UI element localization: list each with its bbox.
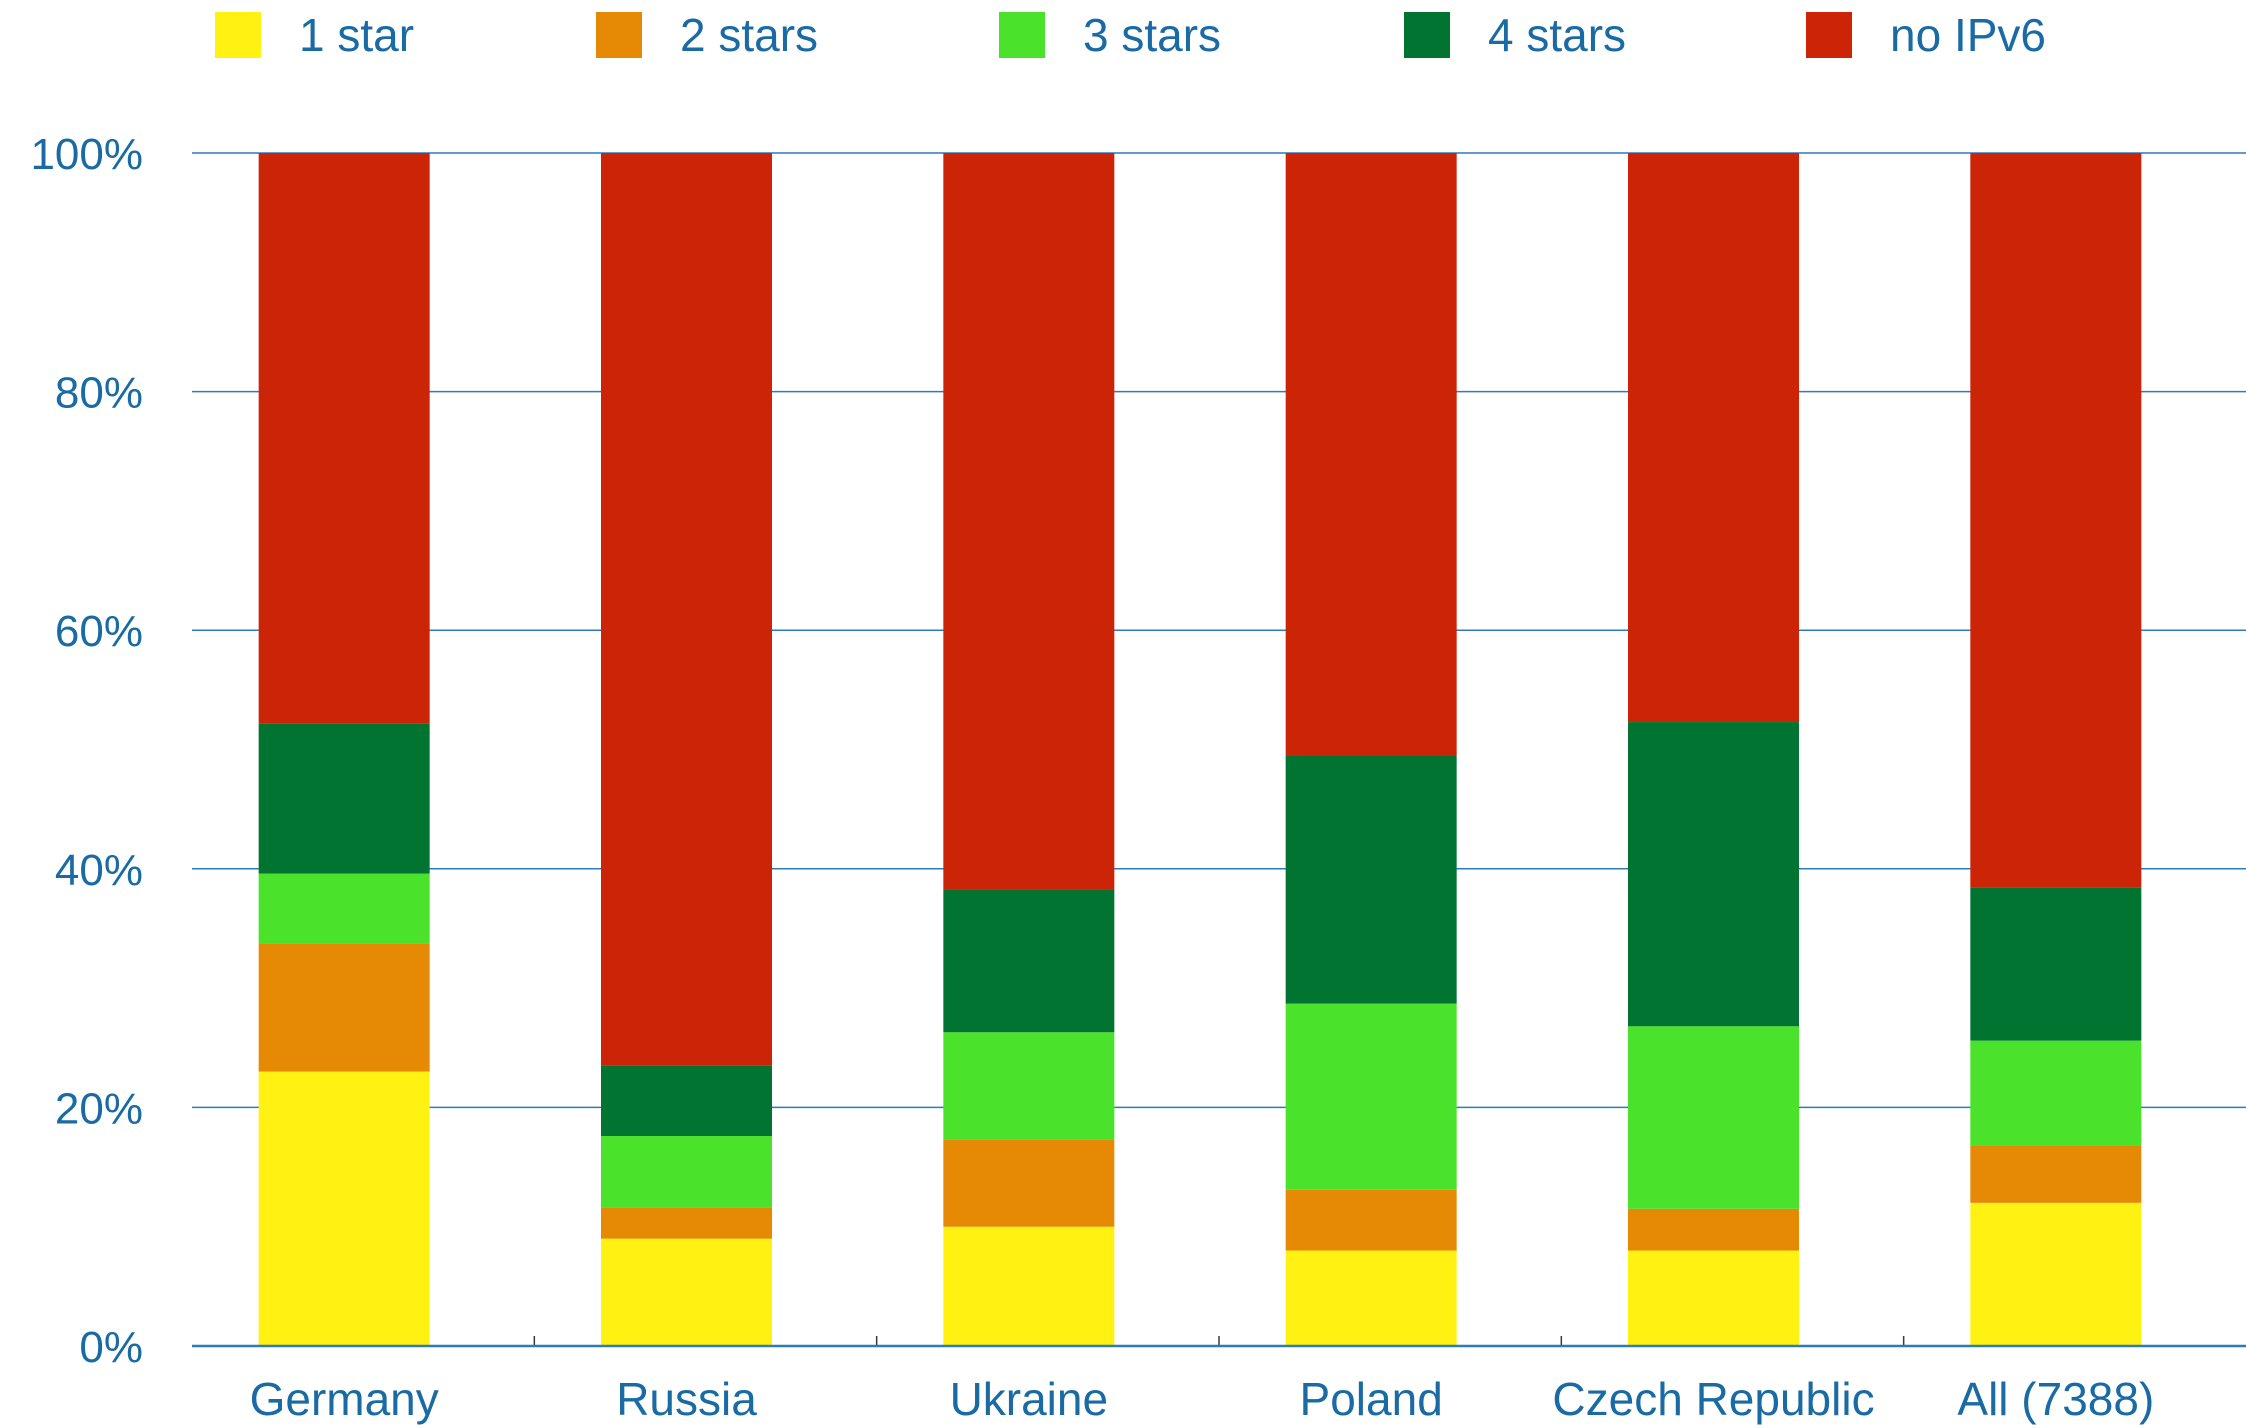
legend-label-1-star: 1 star — [299, 9, 415, 61]
legend-label-no-ipv6: no IPv6 — [1890, 9, 2046, 61]
x-tick-label: Ukraine — [950, 1373, 1109, 1425]
bar-segment — [1285, 755, 1457, 1004]
bar-segment — [1285, 1250, 1457, 1346]
legend-label-4-stars: 4 stars — [1488, 9, 1627, 61]
legend-swatch-3-stars — [999, 12, 1045, 58]
y-tick-label: 20% — [55, 1084, 143, 1133]
bar-segment — [601, 1238, 772, 1346]
bar-segment — [1285, 1189, 1457, 1251]
legend-swatch-1-star — [215, 12, 261, 58]
legend-swatch-2-stars — [596, 12, 642, 58]
y-tick-labels: 0% 20% 40% 60% 80% 100% — [30, 130, 143, 1372]
bar-segment — [1628, 153, 1799, 723]
bar-segment — [1628, 722, 1799, 1027]
bar-segment — [1970, 887, 2142, 1041]
axes — [192, 1336, 2246, 1348]
bar-segment — [1970, 153, 2142, 888]
bar-segment — [1970, 1145, 2142, 1203]
x-tick-label: Poland — [1300, 1373, 1443, 1425]
bar-segment — [1970, 1040, 2142, 1146]
bars — [258, 153, 2142, 1346]
legend-swatch-4-stars — [1404, 12, 1450, 58]
bar-segment — [1628, 1026, 1799, 1209]
y-tick-label: 60% — [55, 607, 143, 656]
x-tick-label: Russia — [616, 1373, 757, 1425]
legend-item-1-star: 1 star — [215, 9, 415, 61]
x-tick-label: All (7388) — [1957, 1373, 2154, 1425]
bar-segment — [258, 943, 430, 1072]
bar-segment — [258, 723, 430, 874]
y-tick-label: 100% — [30, 130, 143, 179]
bar-segment — [943, 1226, 1115, 1346]
y-tick-label: 0% — [79, 1323, 143, 1372]
legend-item-4-stars: 4 stars — [1404, 9, 1627, 61]
legend: 1 star 2 stars 3 stars 4 stars no IPv6 — [0, 0, 2246, 90]
y-tick-label: 40% — [55, 846, 143, 895]
gridlines — [192, 152, 2246, 1109]
bar-segment — [601, 1065, 772, 1137]
legend-item-3-stars: 3 stars — [999, 9, 1222, 61]
bar-segment — [1628, 1250, 1799, 1346]
bar-segment — [943, 1032, 1115, 1140]
legend-swatch-no-ipv6 — [1806, 12, 1852, 58]
bar-segment — [1628, 1208, 1799, 1251]
legend-item-no-ipv6: no IPv6 — [1806, 9, 2046, 61]
x-tick-label: Czech Republic — [1552, 1373, 1874, 1425]
legend-label-3-stars: 3 stars — [1083, 9, 1222, 61]
bar-segment — [258, 153, 430, 724]
bar-segment — [943, 153, 1115, 890]
bar-segment — [601, 1136, 772, 1208]
bar-segment — [943, 889, 1115, 1033]
legend-item-2-stars: 2 stars — [596, 9, 819, 61]
x-tick-label: Germany — [250, 1373, 439, 1425]
bar-segment — [1285, 1003, 1457, 1190]
bar-segment — [258, 1071, 430, 1346]
bar-segment — [258, 873, 430, 944]
bar-segment — [943, 1139, 1115, 1227]
bar-segment — [601, 1207, 772, 1239]
bar-segment — [1285, 153, 1457, 756]
bar-segment — [1970, 1202, 2142, 1346]
y-tick-label: 80% — [55, 369, 143, 418]
legend-label-2-stars: 2 stars — [680, 9, 819, 61]
bar-segment — [601, 153, 772, 1066]
x-tick-labels: Germany Russia Ukraine Poland Czech Republic… — [250, 1373, 2155, 1425]
